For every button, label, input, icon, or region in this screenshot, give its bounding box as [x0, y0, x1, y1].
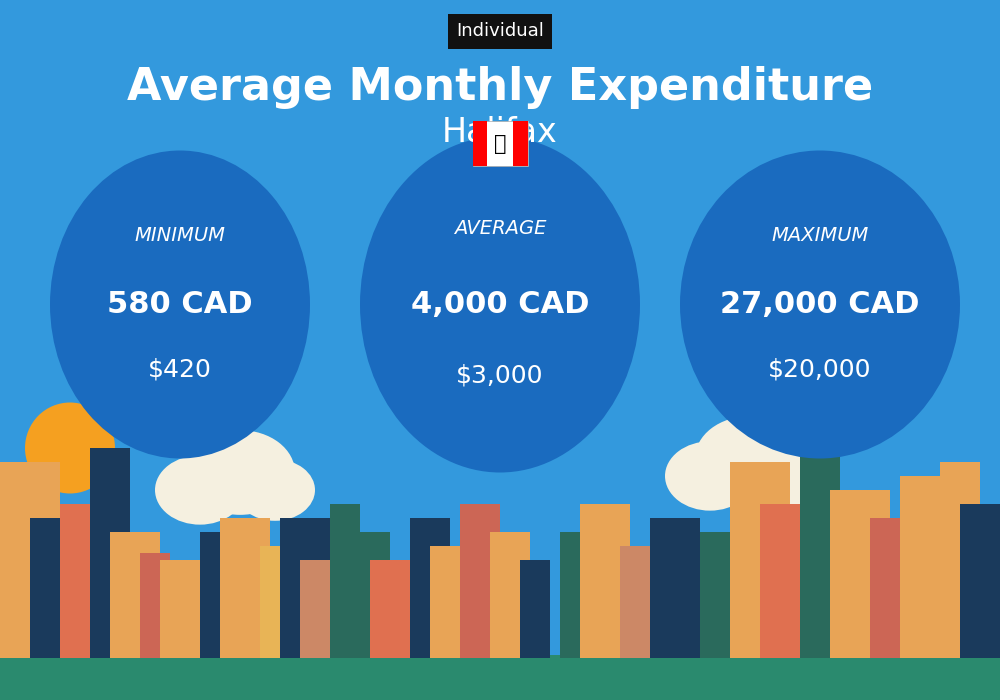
FancyBboxPatch shape [140, 553, 170, 658]
Ellipse shape [695, 416, 805, 501]
FancyBboxPatch shape [940, 462, 980, 658]
FancyBboxPatch shape [300, 560, 340, 658]
Ellipse shape [25, 402, 115, 493]
FancyBboxPatch shape [110, 532, 160, 658]
Text: AVERAGE: AVERAGE [454, 219, 546, 239]
Text: MAXIMUM: MAXIMUM [771, 225, 869, 245]
Ellipse shape [680, 150, 960, 459]
Text: $20,000: $20,000 [768, 357, 872, 382]
Ellipse shape [50, 150, 310, 459]
Text: Individual: Individual [456, 22, 544, 41]
Text: Average Monthly Expenditure: Average Monthly Expenditure [127, 66, 873, 109]
FancyBboxPatch shape [60, 504, 110, 658]
FancyBboxPatch shape [580, 504, 630, 658]
FancyBboxPatch shape [0, 462, 60, 658]
Text: 580 CAD: 580 CAD [107, 290, 253, 319]
FancyBboxPatch shape [410, 518, 450, 658]
Text: MINIMUM: MINIMUM [134, 225, 226, 245]
Text: Halifax: Halifax [442, 116, 558, 150]
FancyBboxPatch shape [350, 532, 390, 658]
FancyBboxPatch shape [490, 532, 530, 658]
FancyBboxPatch shape [30, 518, 70, 658]
FancyBboxPatch shape [460, 504, 500, 658]
FancyBboxPatch shape [960, 504, 1000, 658]
Text: $3,000: $3,000 [456, 363, 544, 387]
FancyBboxPatch shape [900, 476, 950, 658]
Text: 4,000 CAD: 4,000 CAD [411, 290, 589, 319]
FancyBboxPatch shape [700, 532, 740, 658]
FancyBboxPatch shape [800, 448, 840, 658]
Ellipse shape [725, 389, 815, 480]
FancyBboxPatch shape [280, 518, 330, 658]
FancyBboxPatch shape [650, 518, 700, 658]
Text: $420: $420 [148, 357, 212, 382]
FancyBboxPatch shape [160, 560, 220, 658]
Ellipse shape [235, 459, 315, 521]
FancyBboxPatch shape [513, 120, 528, 167]
Text: 🍁: 🍁 [494, 134, 506, 153]
FancyBboxPatch shape [430, 546, 480, 658]
FancyBboxPatch shape [620, 546, 660, 658]
Ellipse shape [745, 445, 825, 507]
FancyBboxPatch shape [520, 560, 550, 658]
Ellipse shape [185, 430, 295, 515]
Ellipse shape [155, 455, 245, 525]
FancyBboxPatch shape [830, 490, 890, 658]
Ellipse shape [665, 442, 755, 511]
FancyBboxPatch shape [473, 120, 487, 167]
FancyBboxPatch shape [90, 448, 130, 658]
FancyBboxPatch shape [0, 654, 1000, 700]
Text: 27,000 CAD: 27,000 CAD [720, 290, 920, 319]
FancyBboxPatch shape [220, 518, 270, 658]
FancyBboxPatch shape [370, 560, 420, 658]
FancyBboxPatch shape [760, 504, 810, 658]
Ellipse shape [360, 136, 640, 472]
FancyBboxPatch shape [560, 532, 600, 658]
FancyBboxPatch shape [473, 120, 528, 167]
FancyBboxPatch shape [330, 504, 360, 658]
FancyBboxPatch shape [730, 462, 790, 658]
FancyBboxPatch shape [260, 546, 300, 658]
FancyBboxPatch shape [200, 532, 240, 658]
FancyBboxPatch shape [870, 518, 910, 658]
